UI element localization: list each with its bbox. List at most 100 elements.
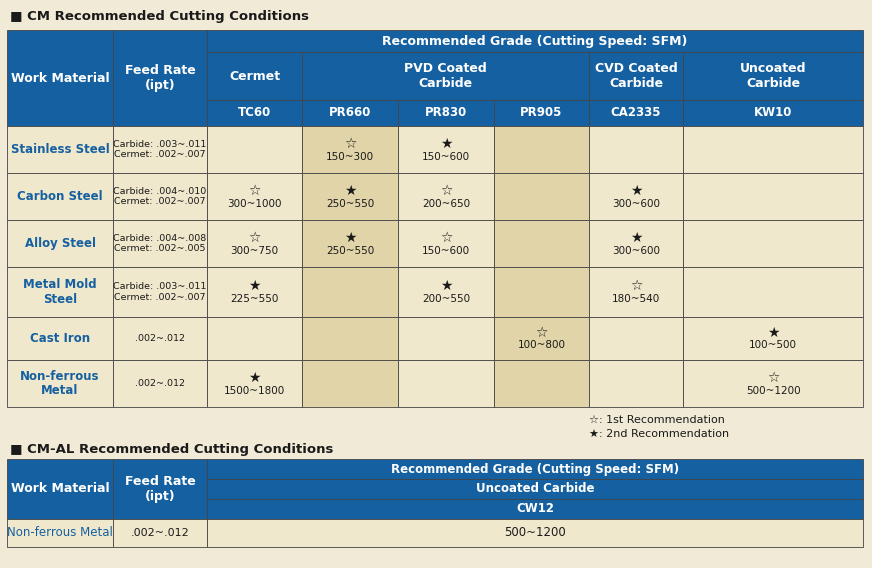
Bar [7,519,113,547]
Bar [302,126,398,173]
Bar [683,126,863,173]
Text: 500~1200: 500~1200 [746,386,800,395]
Text: 500~1200: 500~1200 [504,527,566,540]
Bar [113,220,207,267]
Text: CVD Coated
Carbide: CVD Coated Carbide [595,62,678,90]
Text: ★: 2nd Recommendation: ★: 2nd Recommendation [589,429,729,439]
Bar [207,317,302,360]
Text: Cast Iron: Cast Iron [30,332,90,345]
Text: ■ CM Recommended Cutting Conditions: ■ CM Recommended Cutting Conditions [10,10,309,23]
Bar [7,267,113,317]
Bar [207,499,863,519]
Text: 1500~1800: 1500~1800 [224,386,285,395]
Bar [302,100,398,126]
Text: PR905: PR905 [521,107,562,119]
Text: KW10: KW10 [753,107,792,119]
Bar [302,173,398,220]
Text: TC60: TC60 [238,107,271,119]
Bar [207,459,863,479]
Text: .002~.012: .002~.012 [135,379,185,388]
Text: Work Material: Work Material [10,482,109,495]
Text: Alloy Steel: Alloy Steel [24,237,96,250]
Text: 100~800: 100~800 [517,340,566,350]
Bar [589,173,683,220]
Text: ★: ★ [439,137,453,151]
Bar [398,173,494,220]
Text: PVD Coated
Carbide: PVD Coated Carbide [404,62,487,90]
Text: ★: ★ [249,279,261,293]
Bar [302,267,398,317]
Bar [683,360,863,407]
Bar [207,220,302,267]
Text: CW12: CW12 [516,503,554,516]
Text: 150~300: 150~300 [326,152,374,161]
Bar [302,52,589,100]
Bar [207,30,863,52]
Bar [398,267,494,317]
Bar [7,220,113,267]
Text: Feed Rate
(ipt): Feed Rate (ipt) [125,475,195,503]
Text: Carbide: .003~.011
Cermet: .002~.007: Carbide: .003~.011 Cermet: .002~.007 [113,282,207,302]
Text: Uncoated
Carbide: Uncoated Carbide [739,62,807,90]
Text: 200~650: 200~650 [422,199,470,208]
Bar [494,126,589,173]
Text: ★: ★ [766,327,780,340]
Bar [589,267,683,317]
Text: ★: ★ [344,231,357,245]
Bar [207,173,302,220]
Text: ☆: ☆ [535,327,548,340]
Text: 150~600: 150~600 [422,245,470,256]
Text: Feed Rate
(ipt): Feed Rate (ipt) [125,64,195,92]
Bar [113,173,207,220]
Bar [683,220,863,267]
Text: ☆: ☆ [249,231,261,245]
Text: ★: ★ [630,184,643,198]
Bar [398,360,494,407]
Bar [113,317,207,360]
Bar [7,126,113,173]
Text: .002~.012: .002~.012 [135,334,185,343]
Bar [589,126,683,173]
Text: 100~500: 100~500 [749,340,797,350]
Text: 180~540: 180~540 [612,294,660,304]
Text: 150~600: 150~600 [422,152,470,161]
Bar [683,317,863,360]
Text: Carbon Steel: Carbon Steel [17,190,103,203]
Text: Recommended Grade (Cutting Speed: SFM): Recommended Grade (Cutting Speed: SFM) [391,462,679,475]
Text: Work Material: Work Material [10,72,109,85]
Text: 300~600: 300~600 [612,199,660,208]
Text: ★: ★ [630,231,643,245]
Text: ☆: ☆ [630,279,643,293]
Bar [683,173,863,220]
Bar [207,52,302,100]
Text: 250~550: 250~550 [326,199,374,208]
Bar [589,360,683,407]
Bar [589,100,683,126]
Text: ☆: ☆ [439,231,453,245]
Bar [7,173,113,220]
Text: Stainless Steel: Stainless Steel [10,143,109,156]
Text: .002~.012: .002~.012 [131,528,189,538]
Bar [302,317,398,360]
Bar [683,52,863,100]
Bar [113,459,207,519]
Bar [7,360,113,407]
Bar [398,100,494,126]
Text: Metal Mold
Steel: Metal Mold Steel [24,278,97,306]
Bar [7,459,113,519]
Text: 300~600: 300~600 [612,245,660,256]
Bar [683,100,863,126]
Bar [494,267,589,317]
Text: Carbide: .003~.011
Cermet: .002~.007: Carbide: .003~.011 Cermet: .002~.007 [113,140,207,159]
Text: Non-ferrous Metal: Non-ferrous Metal [7,527,113,540]
Bar [398,126,494,173]
Bar [207,479,863,499]
Bar [494,360,589,407]
Text: ☆: ☆ [249,184,261,198]
Bar [207,360,302,407]
Text: 300~1000: 300~1000 [228,199,282,208]
Text: ★: ★ [439,279,453,293]
Bar [207,100,302,126]
Text: 225~550: 225~550 [230,294,279,304]
Text: CA2335: CA2335 [610,107,661,119]
